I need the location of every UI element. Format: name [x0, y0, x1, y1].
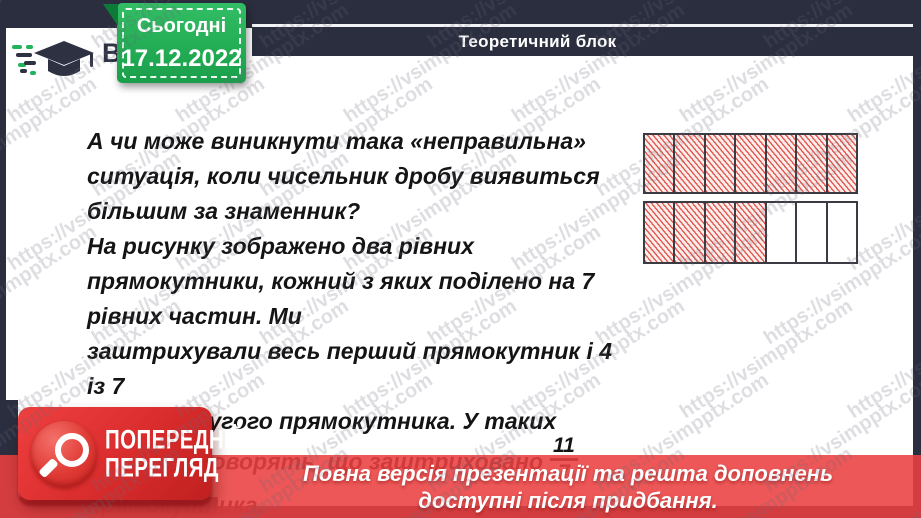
date-badge-value: 17.12.2022 [121, 45, 242, 72]
rectangle-row [643, 133, 858, 194]
purchase-banner-text: Повна версія презентації та решта доповн… [0, 460, 921, 514]
page-title: Теоретичний блок [458, 31, 617, 51]
preview-badge[interactable]: ПОПЕРЕДНІЙ ПЕРЕГЛЯД [18, 407, 245, 500]
lesson-text: А чи може виникнути така «неправильна» с… [87, 124, 632, 518]
text-line: більшим за знаменник? [87, 198, 361, 224]
shaded-cell [736, 135, 767, 192]
text-line: ситуація, коли чисельник дробу виявиться [87, 163, 600, 189]
empty-cell [828, 203, 856, 262]
text-line: А чи може виникнути така «неправильна» [87, 128, 586, 154]
graduation-cap-icon [12, 33, 98, 88]
shaded-cell [827, 135, 856, 192]
purchase-banner-line2: доступні після придбання. [418, 487, 718, 513]
header-band: Теоретичний блок [252, 27, 913, 56]
text-line: прямокутники, кожний з яких поділено на … [87, 268, 595, 294]
preview-badge-text: ПОПЕРЕДНІЙ ПЕРЕГЛЯД [105, 425, 245, 481]
preview-badge-line1: ПОПЕРЕДНІЙ [105, 424, 246, 455]
header-divider-line [252, 24, 913, 27]
shaded-cell [705, 135, 737, 192]
text-line: заштрихували весь перший прямокутник і 4… [87, 338, 613, 399]
dashed-border [122, 8, 241, 78]
shaded-cell [675, 203, 706, 262]
shaded-cell [797, 135, 828, 192]
fraction-rectangles-figure [643, 133, 858, 264]
magnifier-icon [55, 432, 89, 467]
shaded-cell [645, 135, 676, 192]
date-badge-label: Сьогодні [136, 15, 227, 37]
magnifier-handle [38, 457, 59, 478]
shaded-cell [645, 203, 676, 262]
empty-cell [767, 203, 798, 262]
empty-cell [797, 203, 828, 262]
shaded-cell [675, 135, 706, 192]
rectangle-row [643, 201, 858, 264]
preview-badge-line2: ПЕРЕГЛЯД [105, 452, 219, 483]
shaded-cell [705, 203, 737, 262]
text-line: рівних частин. Ми [87, 303, 302, 329]
magnifier-button [31, 420, 97, 487]
shaded-cell [766, 135, 798, 192]
purchase-banner-line1: Повна версія презентації та решта доповн… [302, 460, 834, 486]
ribbon-fold [103, 4, 118, 26]
shaded-cell [736, 203, 767, 262]
date-badge: Сьогодні 17.12.2022 [103, 3, 246, 83]
text-line: На рисунку зображено два рівних [87, 233, 474, 259]
